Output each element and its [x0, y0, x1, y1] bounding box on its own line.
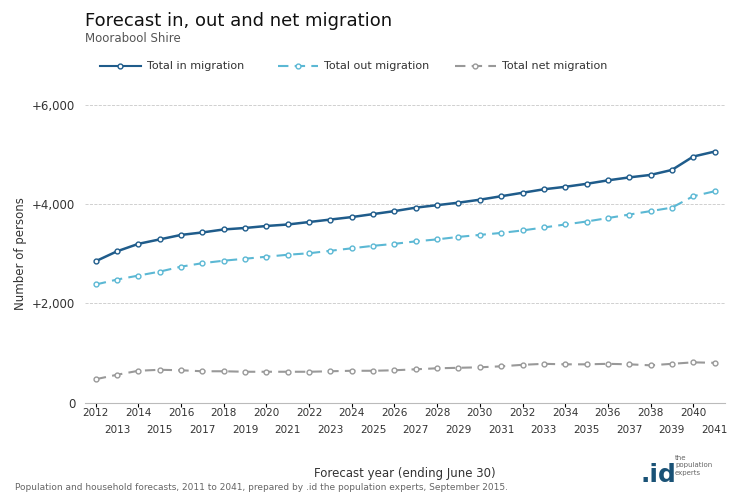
Text: Total in migration: Total in migration	[147, 61, 243, 71]
Text: 2041: 2041	[702, 425, 727, 435]
Text: the
population
experts: the population experts	[675, 455, 712, 476]
Text: 2021: 2021	[275, 425, 301, 435]
Text: 2019: 2019	[232, 425, 258, 435]
Text: Total net migration: Total net migration	[502, 61, 607, 71]
Text: 2031: 2031	[488, 425, 514, 435]
Text: .id: .id	[640, 464, 676, 487]
Text: 2035: 2035	[574, 425, 599, 435]
Text: 2013: 2013	[104, 425, 130, 435]
Text: Total out migration: Total out migration	[324, 61, 429, 71]
Text: 2025: 2025	[360, 425, 386, 435]
Text: 2023: 2023	[317, 425, 343, 435]
Text: Population and household forecasts, 2011 to 2041, prepared by .id the population: Population and household forecasts, 2011…	[15, 484, 508, 492]
Text: Forecast year (ending June 30): Forecast year (ending June 30)	[314, 467, 496, 480]
Text: 2015: 2015	[147, 425, 173, 435]
Text: 2029: 2029	[445, 425, 471, 435]
Text: Forecast in, out and net migration: Forecast in, out and net migration	[85, 12, 392, 30]
Text: 2033: 2033	[531, 425, 557, 435]
Text: Moorabool Shire: Moorabool Shire	[85, 32, 181, 46]
Text: 2039: 2039	[659, 425, 685, 435]
Text: 2027: 2027	[403, 425, 429, 435]
Y-axis label: Number of persons: Number of persons	[13, 198, 27, 310]
Text: 2037: 2037	[616, 425, 642, 435]
Text: 2017: 2017	[189, 425, 215, 435]
